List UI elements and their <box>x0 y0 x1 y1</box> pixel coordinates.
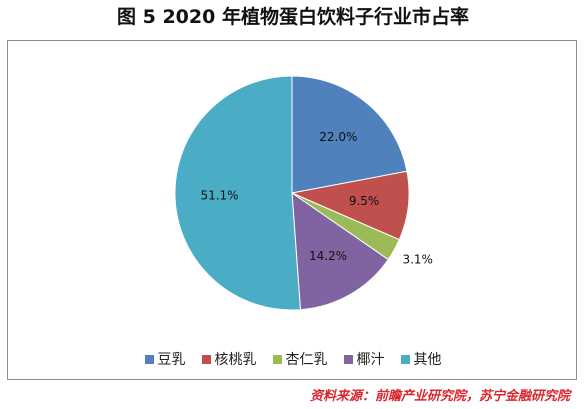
legend-label: 椰汁 <box>356 352 385 368</box>
legend-item-soy-milk: 豆乳 <box>144 349 186 369</box>
legend-item-almond-milk: 杏仁乳 <box>272 349 328 369</box>
legend-swatch <box>272 354 282 364</box>
legend: 豆乳 核桃乳 杏仁乳 椰汁 其他 <box>0 349 586 369</box>
data-label: 51.1% <box>200 189 238 203</box>
data-label: 14.2% <box>309 249 347 263</box>
data-label: 9.5% <box>349 194 380 208</box>
chart-title: 图 5 2020 年植物蛋白饮料子行业市占率 <box>117 6 469 28</box>
slice-soy-milk <box>291 75 408 194</box>
legend-label: 豆乳 <box>157 352 186 368</box>
source-note: 资料来源：前瞻产业研究院，苏宁金融研究院 <box>309 389 570 404</box>
slice-coconut-juice <box>291 191 389 311</box>
slice-other <box>174 75 301 311</box>
legend-label: 杏仁乳 <box>285 352 328 368</box>
legend-swatch <box>144 354 154 364</box>
legend-swatch <box>201 354 211 364</box>
data-label: 3.1% <box>402 253 433 267</box>
legend-item-walnut-milk: 核桃乳 <box>201 349 257 369</box>
data-label: 22.0% <box>319 130 357 144</box>
legend-item-coconut-juice: 椰汁 <box>343 349 385 369</box>
legend-label: 核桃乳 <box>214 352 257 368</box>
legend-label: 其他 <box>413 352 442 368</box>
legend-swatch <box>343 354 353 364</box>
legend-item-other: 其他 <box>400 349 442 369</box>
legend-swatch <box>400 354 410 364</box>
